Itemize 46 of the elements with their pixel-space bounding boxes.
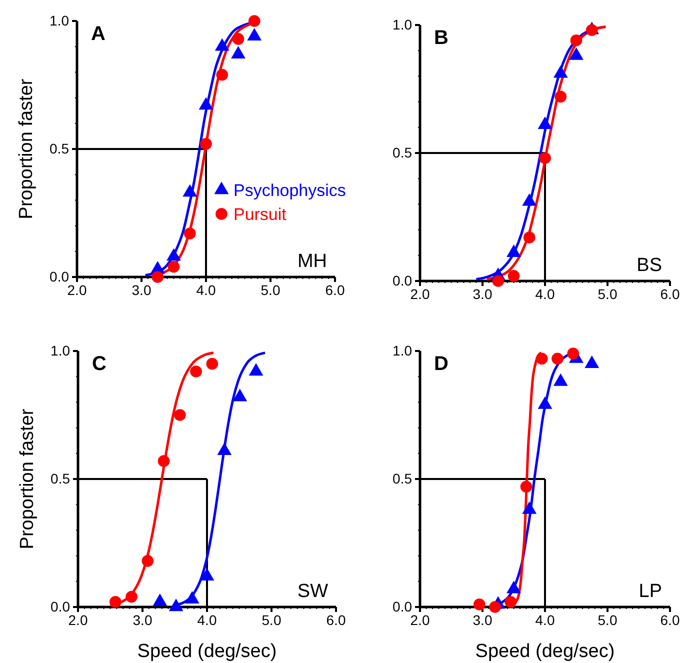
x-tick-label: 3.0 <box>132 612 152 628</box>
x-tick-label: 5.0 <box>598 612 618 628</box>
x-tick-label: 2.0 <box>410 612 430 628</box>
y-tick-label: 1.0 <box>392 16 412 32</box>
y-tick-label: 1.0 <box>392 342 412 358</box>
x-tick-label: 6.0 <box>325 282 345 298</box>
chart-title: D <box>434 353 448 375</box>
legend-label: Psychophysics <box>233 180 346 200</box>
x-tick-label: 4.0 <box>535 612 555 628</box>
annotation: SW <box>297 581 328 602</box>
x-tick-label: 5.0 <box>598 286 618 302</box>
y-tick-label: 0.5 <box>392 144 412 160</box>
x-tick-label: 2.0 <box>68 612 88 628</box>
x-tick-label: 6.0 <box>660 286 680 302</box>
y-axis-title: Proportion faster <box>16 78 37 220</box>
x-tick-label: 4.0 <box>535 286 555 302</box>
x-tick-label: 3.0 <box>132 282 152 298</box>
y-tick-label: 0.0 <box>50 598 70 614</box>
chart-title: A <box>91 23 106 45</box>
x-tick-label: 6.0 <box>660 612 680 628</box>
annotation: MH <box>297 251 327 272</box>
y-tick-label: 0.5 <box>50 140 70 156</box>
x-tick-label: 4.0 <box>196 282 216 298</box>
chart-title: B <box>434 27 448 49</box>
x-tick-label: 3.0 <box>472 286 492 302</box>
x-axis-title: Speed (deg/sec) <box>137 641 277 662</box>
y-tick-label: 0.0 <box>50 268 70 284</box>
y-tick-label: 0.5 <box>392 470 412 486</box>
annotation: LP <box>638 581 662 602</box>
chart-title: C <box>92 353 106 375</box>
x-axis-title: Speed (deg/sec) <box>475 641 615 662</box>
x-tick-label: 2.0 <box>67 282 87 298</box>
annotation: BS <box>636 255 662 276</box>
x-tick-label: 5.0 <box>262 612 282 628</box>
legend-label: Pursuit <box>233 204 287 224</box>
y-tick-label: 1.0 <box>50 12 70 28</box>
y-axis-title: Proportion faster <box>17 408 38 550</box>
y-tick-label: 0.0 <box>392 598 412 614</box>
x-tick-label: 5.0 <box>260 282 280 298</box>
y-tick-label: 0.0 <box>392 272 412 288</box>
x-tick-label: 2.0 <box>410 286 430 302</box>
x-tick-label: 4.0 <box>197 612 217 628</box>
x-tick-label: 6.0 <box>326 612 346 628</box>
x-tick-label: 3.0 <box>472 612 492 628</box>
y-tick-label: 0.5 <box>50 470 70 486</box>
y-tick-label: 1.0 <box>50 342 70 358</box>
